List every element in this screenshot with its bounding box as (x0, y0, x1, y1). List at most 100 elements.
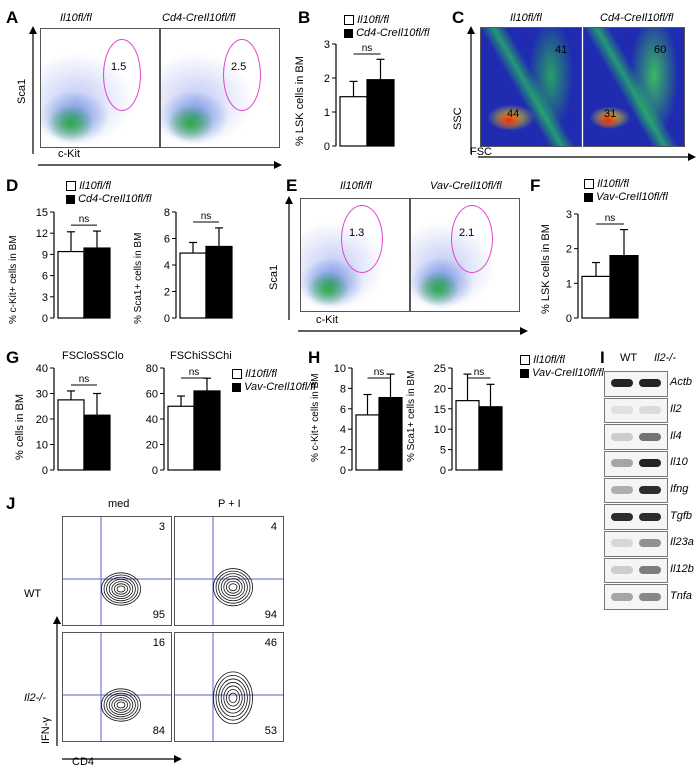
significance-label: ns (79, 214, 90, 225)
panel-h-ylabel-2: % Sca1+ cells in BM (406, 370, 417, 462)
panel-g-title-2: FSChiSSChi (170, 350, 232, 362)
panel-d-ylabel-1: % c-Kit+ cells in BM (8, 235, 19, 324)
y-tick-label: 30 (36, 389, 48, 401)
y-tick-label: 3 (42, 292, 48, 304)
gel-band-ko (639, 592, 661, 601)
gel-lane-il12b (604, 557, 668, 584)
panel-d-chart-ckit: 0 3 6 9 12 15 ns (36, 207, 111, 325)
y-tick-label: 6 (340, 404, 346, 416)
panel-a-gate-2-value: 2.5 (231, 61, 247, 73)
y-tick-label: 0 (152, 465, 158, 477)
significance-label: ns (189, 367, 200, 378)
y-tick-label: 15 (36, 207, 48, 219)
gel-lane-tnfa (604, 584, 668, 610)
y-tick-label: 8 (340, 383, 346, 395)
bar-filled (478, 406, 503, 471)
legend-item-1: Il10fl/fl (520, 354, 565, 366)
quadrant-upper-value: 4 (270, 521, 277, 533)
panel-b-letter: B (298, 8, 311, 27)
significance-label: ns (374, 367, 385, 378)
contour-ring (111, 697, 131, 713)
significance-label: ns (605, 213, 616, 224)
y-tick-label: 10 (334, 363, 346, 375)
contour-ring (101, 572, 142, 606)
legend-swatch-open (520, 355, 530, 366)
legend-item-2: Vav-CreIl10fl/fl (232, 381, 316, 393)
panel-a-xaxis-arrow (38, 161, 282, 169)
y-tick-label: 6 (42, 271, 48, 283)
panel-c-scatter-plot-2: 60 31 (583, 27, 685, 147)
contour-ring (223, 578, 243, 597)
significance-label: ns (201, 211, 212, 222)
panel-j-letter: J (6, 494, 16, 513)
contour-ring (213, 568, 254, 607)
panel-d-chart-sca1: 0 2 4 6 8 ns (164, 207, 233, 325)
panel-e-title-1: Il10fl/fl (340, 180, 372, 192)
contour-ring (218, 678, 248, 718)
panel-a-gate-2 (223, 39, 261, 111)
gel-gene-label: Tgfb (670, 509, 693, 522)
panel-j-yaxis-arrow (53, 616, 61, 746)
panel-e-yaxis-arrow (285, 196, 293, 320)
y-tick-label: 40 (146, 414, 158, 426)
gel-band-ko (639, 512, 661, 521)
panel-c-ylabel: SSC (452, 107, 464, 130)
y-tick-label: 40 (36, 363, 48, 375)
panel-b-chart: 0 1 2 3 ns (324, 39, 395, 153)
contour-svg (175, 517, 283, 625)
quadrant-lower-value: 95 (152, 609, 165, 621)
contour-ring (106, 576, 136, 602)
legend-item-1: Il10fl/fl (344, 14, 389, 26)
panel-e-letter: E (286, 176, 298, 195)
y-tick-label: 10 (434, 424, 446, 436)
bar-filled (366, 79, 395, 147)
panel-a-xlabel: c-Kit (58, 148, 80, 160)
panel-c-letter: C (452, 8, 465, 27)
legend-swatch-open (344, 15, 354, 26)
contour-ring (114, 699, 129, 711)
panel-h-letter: H (308, 348, 321, 367)
y-tick-label: 1 (566, 278, 572, 290)
contour-ring (103, 574, 139, 604)
gel-band-ko (639, 539, 661, 548)
quadrant-lower-value: 84 (152, 725, 165, 737)
bar-filled (205, 245, 233, 319)
panel-a-flow-plot-2: 2.5 (160, 28, 280, 148)
contour-ring (116, 585, 126, 593)
panel-c-gate-1-lower: 44 (507, 108, 520, 120)
panel-j-col-med: med (108, 498, 130, 510)
contour-ring (103, 690, 139, 720)
panel-g-letter: G (6, 348, 20, 367)
panel-a-letter: A (6, 8, 19, 27)
legend-item-2: Cd4-CreIl10fl/fl (344, 27, 429, 39)
panel-j-row-wt: WT (24, 588, 42, 600)
gel-lane-ifng (604, 477, 668, 504)
gel-band-wt (611, 512, 633, 521)
contour-ring (116, 701, 126, 709)
contour-ring (218, 573, 248, 602)
panel-a-yaxis-arrow (29, 26, 37, 154)
y-tick-label: 0 (440, 465, 446, 477)
bar-open (167, 405, 195, 471)
panel-c-yaxis-arrow (467, 26, 475, 154)
panel-j-contour-grid: 3 95 4 94 16 84 46 53 (62, 510, 322, 770)
gel-band-ko (639, 379, 661, 388)
y-tick-label: 0 (340, 465, 346, 477)
panel-c-title-2: Cd4-CreIl10fl/fl (600, 12, 674, 24)
gel-band-ko (639, 432, 661, 441)
legend-swatch-filled (232, 382, 241, 392)
gel-lane-actb (604, 371, 668, 397)
panel-c-gate-1-upper: 41 (555, 44, 568, 56)
panel-e-xlabel: c-Kit (316, 314, 338, 326)
contour-ring (226, 689, 241, 707)
legend-swatch-open (584, 179, 594, 190)
panel-d-ylabel-2: % Sca1+ cells in BM (133, 232, 144, 324)
bar-filled (609, 254, 639, 319)
gel-band-ko (639, 565, 661, 574)
contour-ring (114, 583, 129, 595)
legend-item-2: Cd4-CreIl10fl/fl (66, 193, 151, 205)
panel-e-gate-2 (451, 205, 493, 273)
panel-j-row-ko: Il2-/- (24, 692, 46, 704)
panel-a-ylabel: Sca1 (16, 78, 28, 104)
gel-gene-label: Il2 (670, 403, 682, 415)
